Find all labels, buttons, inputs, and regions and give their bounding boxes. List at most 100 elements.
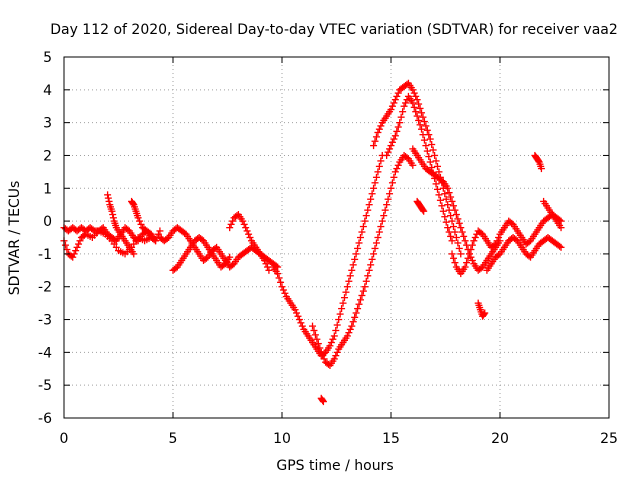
data-point: [448, 217, 456, 225]
data-point: [449, 254, 457, 262]
data-point: [371, 244, 379, 252]
data-point: [452, 234, 460, 241]
data-point: [468, 256, 476, 264]
data-point: [319, 398, 327, 406]
chart-title: Day 112 of 2020, Sidereal Day-to-day VTE…: [50, 22, 618, 38]
y-tick-label: -6: [38, 411, 52, 427]
data-point: [410, 89, 418, 97]
data-point: [371, 137, 379, 145]
x-tick-label: 10: [273, 431, 291, 447]
data-point: [297, 319, 305, 327]
data-point: [345, 329, 353, 337]
data-point: [449, 202, 457, 210]
data-point: [150, 236, 158, 244]
y-tick-label: 4: [43, 83, 52, 99]
data-point: [226, 253, 234, 261]
data-point: [245, 230, 253, 238]
y-tick-label: 0: [43, 214, 52, 230]
data-point: [277, 278, 285, 286]
data-point: [400, 102, 408, 110]
data-point: [310, 326, 318, 334]
data-point: [381, 206, 389, 214]
data-point: [390, 99, 398, 107]
data-point: [464, 254, 472, 262]
data-point: [61, 241, 69, 249]
y-tick-label: -1: [38, 247, 52, 263]
data-point: [351, 255, 359, 263]
data-point: [377, 223, 385, 231]
data-point: [374, 128, 382, 136]
data-point: [445, 189, 453, 197]
data-point: [362, 212, 370, 220]
data-point: [415, 116, 423, 124]
data-point: [419, 113, 427, 121]
data-point: [367, 261, 375, 269]
data-point: [364, 272, 372, 280]
y-tick-label: -2: [38, 280, 52, 296]
data-point: [557, 224, 565, 232]
data-point: [309, 322, 317, 330]
data-point: [457, 224, 465, 232]
data-point: [412, 108, 420, 116]
data-point: [418, 109, 426, 117]
data-point: [377, 157, 385, 165]
data-point: [349, 318, 357, 326]
data-point: [413, 112, 421, 120]
data-point: [454, 215, 462, 223]
data-point: [336, 310, 344, 318]
data-point: [480, 310, 488, 318]
data-point: [375, 162, 383, 170]
y-tick-label: 3: [43, 116, 52, 132]
data-point: [455, 219, 463, 227]
data-point: [154, 230, 162, 238]
data-point: [410, 103, 418, 111]
y-tick-label: -4: [38, 345, 52, 361]
data-point: [416, 104, 424, 112]
data-point: [372, 133, 380, 141]
data-point: [444, 184, 452, 192]
data-point: [415, 100, 423, 108]
data-point: [390, 135, 398, 143]
data-point: [370, 142, 378, 150]
data-point: [425, 153, 433, 161]
data-point: [444, 224, 452, 232]
data-point: [281, 289, 289, 297]
data-point: [370, 184, 378, 192]
data-point: [387, 184, 395, 192]
data-point: [340, 294, 348, 302]
data-point: [391, 132, 399, 140]
data-point: [380, 212, 388, 220]
data-point: [377, 122, 385, 130]
data-point: [358, 228, 366, 236]
data-point: [246, 234, 254, 241]
data-point: [465, 250, 473, 258]
y-tick-label: -3: [38, 313, 52, 329]
data-point: [239, 217, 247, 225]
data-point: [471, 234, 479, 241]
data-point: [359, 287, 367, 295]
data-point: [314, 340, 322, 348]
data-point: [439, 207, 447, 215]
data-point: [457, 250, 465, 258]
data-point: [448, 237, 456, 245]
data-point: [447, 212, 455, 220]
x-tick-label: 25: [600, 431, 618, 447]
data-point: [449, 223, 457, 231]
data-point: [346, 272, 354, 280]
data-point: [332, 352, 340, 360]
data-point: [409, 99, 417, 107]
data-point: [136, 217, 144, 225]
data-point: [361, 283, 369, 291]
data-point: [243, 227, 251, 235]
y-tick-label: 2: [43, 148, 52, 164]
data-point: [351, 313, 359, 321]
data-point: [447, 232, 455, 240]
data-point: [346, 325, 354, 333]
data-point: [227, 220, 235, 228]
data-point: [335, 316, 343, 324]
data-point: [454, 239, 462, 247]
data-point: [383, 201, 391, 209]
data-point: [467, 246, 475, 254]
data-point: [358, 291, 366, 299]
